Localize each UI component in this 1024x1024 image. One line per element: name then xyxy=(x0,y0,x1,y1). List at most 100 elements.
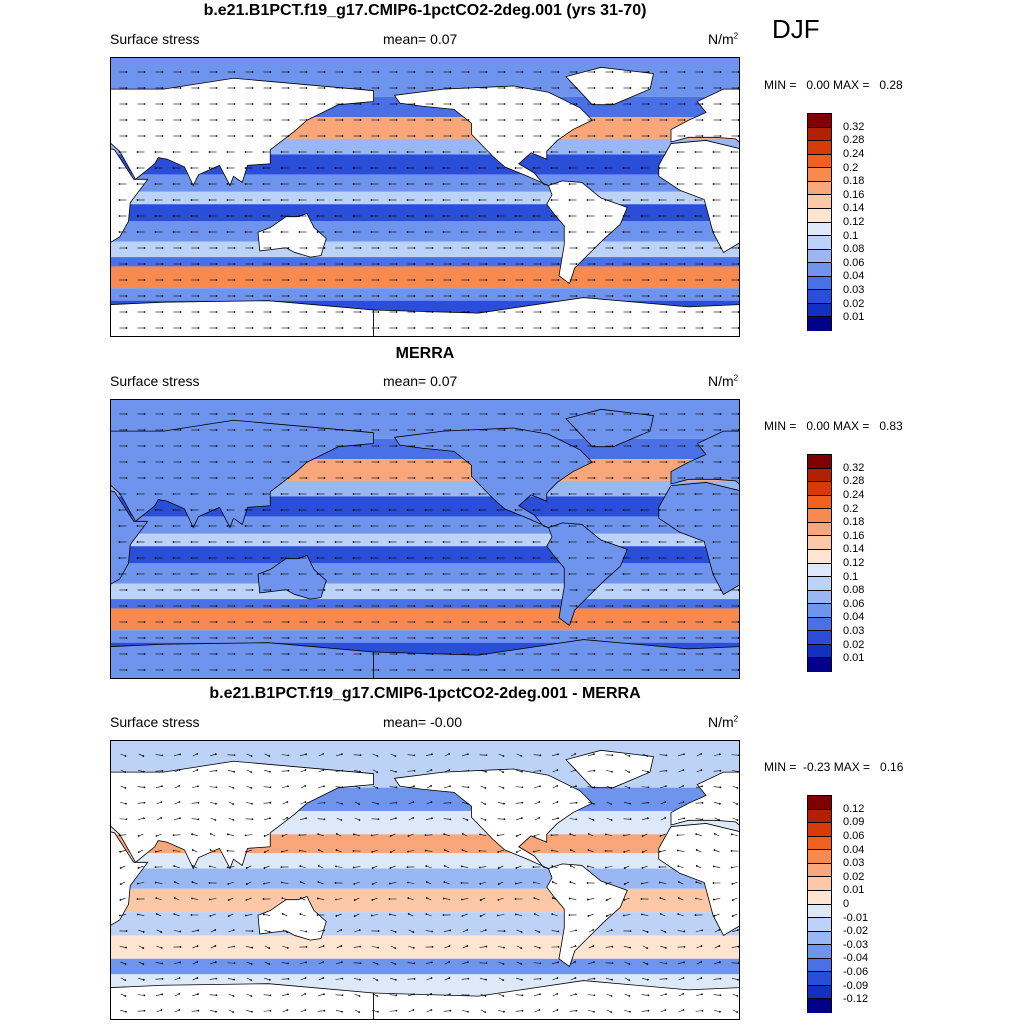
stress-vector-head xyxy=(190,897,193,900)
stress-vector-head xyxy=(316,914,319,916)
stress-vector-head xyxy=(226,199,229,201)
stress-vector-head xyxy=(215,769,218,772)
stress-vector-head xyxy=(154,866,157,869)
stress-vector-head xyxy=(125,87,128,89)
stress-vector-head xyxy=(377,445,380,447)
stress-vector-head xyxy=(568,509,571,511)
stress-vector-head xyxy=(413,71,416,73)
colorbar-label: 0.04 xyxy=(843,270,865,283)
colorbar-label: 0.08 xyxy=(843,243,865,256)
stress-vector-head xyxy=(413,279,416,281)
stress-vector-head xyxy=(316,231,319,233)
stress-vector-head xyxy=(305,637,308,639)
stress-vector-head xyxy=(269,445,272,447)
stress-vector-head xyxy=(287,135,290,137)
stress-vector-head xyxy=(305,119,308,121)
stress-vector xyxy=(119,914,127,916)
stress-vector-head xyxy=(263,867,266,869)
stress-vector-head xyxy=(647,786,650,789)
stress-vector-head xyxy=(268,755,271,757)
stress-vector-head xyxy=(244,573,247,575)
stress-vector-head xyxy=(280,541,283,543)
stress-vector-head xyxy=(244,199,247,201)
stress-vector-head xyxy=(539,295,542,297)
stress-vector-head xyxy=(557,135,560,137)
stress-vector-head xyxy=(737,87,739,89)
stress-vector-head xyxy=(245,867,248,869)
stress-vector-head xyxy=(136,557,139,559)
stress-vector-head xyxy=(388,183,391,185)
stress-vector-head xyxy=(514,183,517,185)
stress-vector-head xyxy=(287,429,290,431)
colorbar-swatch xyxy=(808,644,831,659)
colorbar-swatch xyxy=(808,536,831,550)
stress-vector-head xyxy=(640,493,643,495)
stress-vector-head xyxy=(719,977,722,980)
stress-vector-head xyxy=(640,882,643,885)
stress-vector-head xyxy=(376,979,379,981)
stress-vector-head xyxy=(514,215,517,217)
stress-vector xyxy=(245,801,253,805)
stress-vector-head xyxy=(226,167,229,169)
stress-vector-head xyxy=(478,866,481,869)
stress-vector xyxy=(336,849,342,853)
stress-vector-head xyxy=(647,279,650,281)
stress-vector-head xyxy=(233,653,236,655)
stress-vector-head xyxy=(658,167,661,169)
stress-vector xyxy=(569,993,577,997)
stress-vector-head xyxy=(269,327,272,329)
stress-vector-head xyxy=(713,915,716,917)
stress-vector-head xyxy=(406,151,409,153)
stress-vector-head xyxy=(665,962,668,965)
stress-vector-head xyxy=(730,183,733,185)
stress-vector-head xyxy=(677,897,680,899)
stress-vector xyxy=(336,913,342,917)
stress-vector-head xyxy=(323,621,326,623)
stress-vector-head xyxy=(647,263,650,265)
stress-vector-head xyxy=(262,151,265,153)
stress-vector-head xyxy=(611,327,614,329)
stress-vector-head xyxy=(118,509,121,511)
colorbar-label: -0.06 xyxy=(843,966,869,978)
stress-vector xyxy=(408,945,414,949)
stress-vector xyxy=(335,898,343,900)
stress-vector-head xyxy=(539,621,542,623)
stress-vector-head xyxy=(197,801,200,804)
continent-outline xyxy=(658,482,739,596)
stress-vector xyxy=(192,993,198,997)
stress-vector-head xyxy=(575,801,578,804)
stress-vector-head xyxy=(161,135,164,137)
stress-vector-head xyxy=(539,119,542,121)
stress-vector-head xyxy=(665,413,668,415)
stress-vector-head xyxy=(287,589,290,591)
stress-vector-head xyxy=(622,914,625,917)
stress-vector-head xyxy=(460,509,463,511)
stress-vector-head xyxy=(622,493,625,495)
stress-vector-head xyxy=(286,801,289,803)
stress-vector-head xyxy=(431,87,434,89)
stress-vector-head xyxy=(370,509,373,511)
stress-vector-head xyxy=(539,429,542,431)
stress-vector xyxy=(336,753,342,757)
stress-vector xyxy=(714,801,720,805)
stress-vector xyxy=(353,834,361,836)
stress-vector-head xyxy=(647,413,650,415)
stress-vector-head xyxy=(226,183,229,185)
stress-vector-head xyxy=(701,445,704,447)
stress-vector-head xyxy=(611,605,614,607)
stress-vector-head xyxy=(521,605,524,607)
stress-vector-head xyxy=(179,621,182,623)
stress-vector-head xyxy=(394,931,397,933)
panel-title: b.e21.B1PCT.f19_g17.CMIP6-1pctCO2-2deg.0… xyxy=(203,2,647,19)
stress-vector-head xyxy=(413,477,416,479)
stress-vector-head xyxy=(251,669,254,671)
stress-vector-head xyxy=(268,947,271,949)
colorbar-swatch xyxy=(808,863,831,878)
stress-vector-head xyxy=(154,541,157,543)
colorbar-swatch xyxy=(808,945,831,959)
stress-vector-head xyxy=(539,103,542,105)
stress-vector-head xyxy=(172,525,175,527)
stress-vector xyxy=(425,930,433,932)
stress-vector-head xyxy=(496,525,499,527)
stress-vector-head xyxy=(568,897,571,900)
